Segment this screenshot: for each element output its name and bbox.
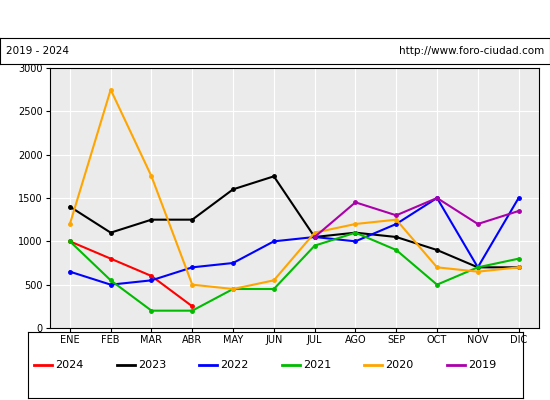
Text: 2023: 2023 (138, 360, 166, 370)
Text: http://www.foro-ciudad.com: http://www.foro-ciudad.com (399, 46, 544, 56)
Text: 2019 - 2024: 2019 - 2024 (6, 46, 69, 56)
Text: 2021: 2021 (303, 360, 331, 370)
Text: 2022: 2022 (221, 360, 249, 370)
Text: 2019: 2019 (468, 360, 496, 370)
Text: 2024: 2024 (56, 360, 84, 370)
Text: 2020: 2020 (386, 360, 414, 370)
Text: Evolucion Nº Turistas Nacionales en el municipio de Badolatosa: Evolucion Nº Turistas Nacionales en el m… (64, 12, 486, 26)
